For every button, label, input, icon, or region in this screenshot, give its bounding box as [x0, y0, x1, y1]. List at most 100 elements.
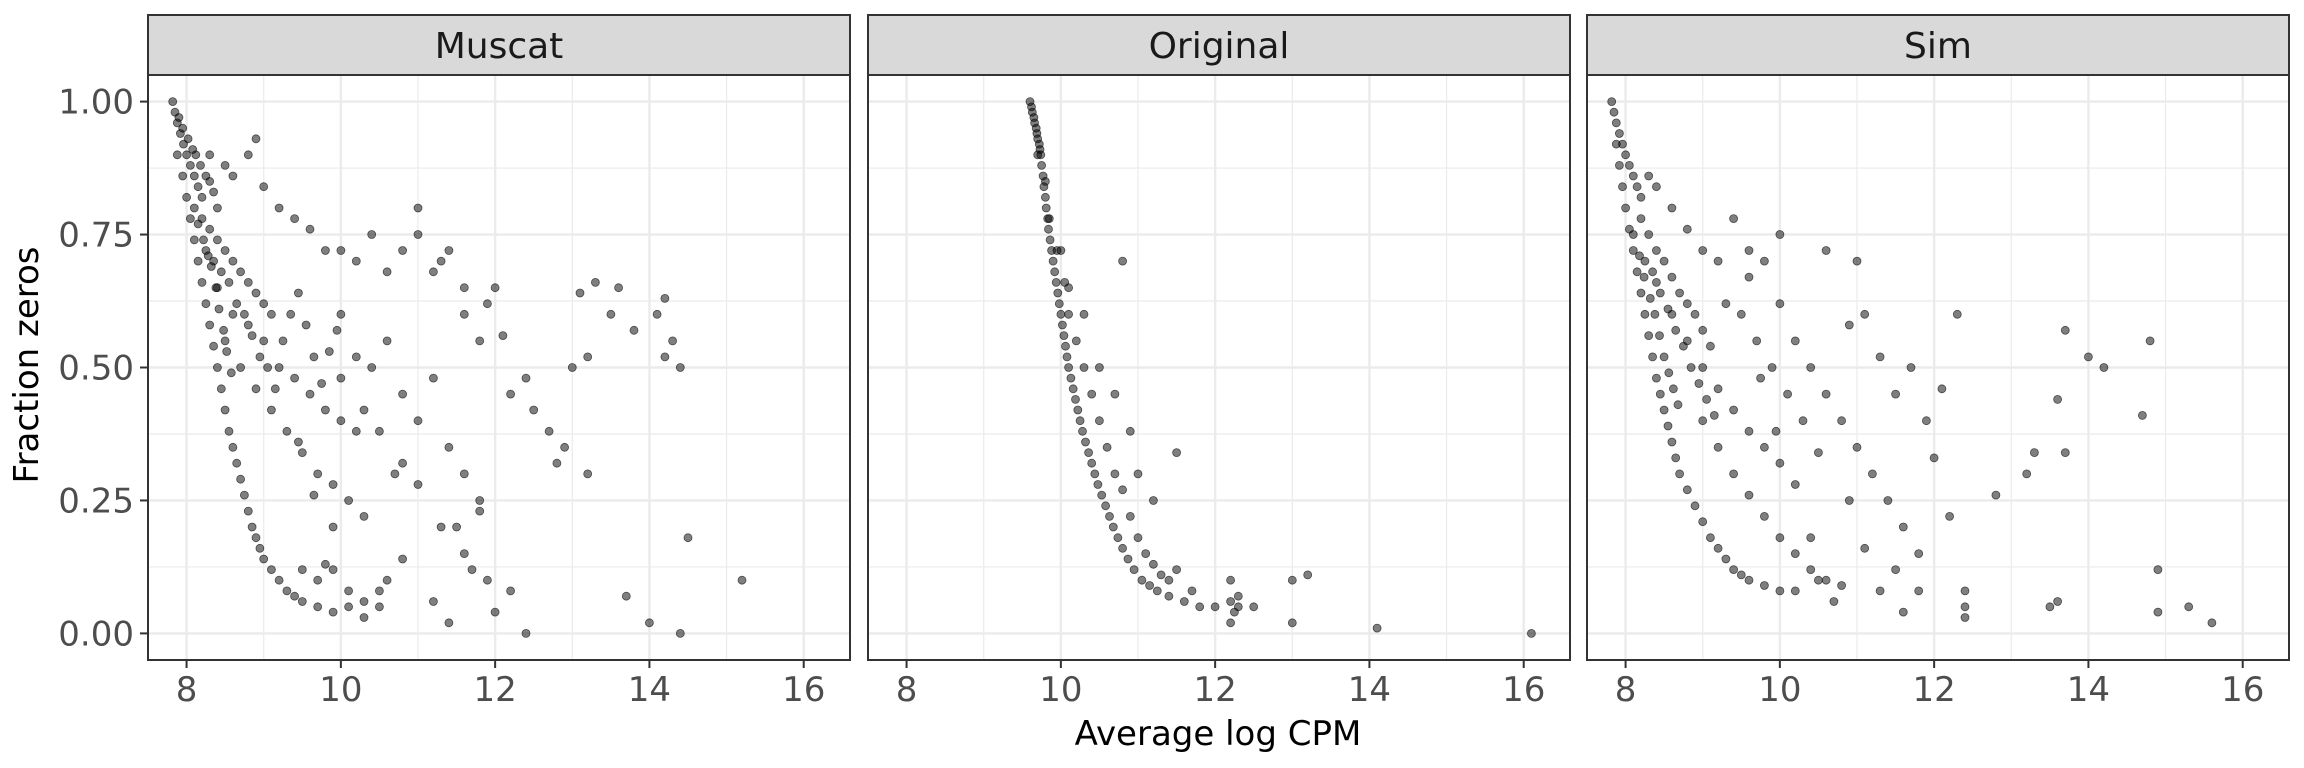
data-point — [1790, 549, 1800, 558]
data-point — [336, 373, 346, 383]
data-point — [382, 575, 392, 585]
data-point — [236, 474, 246, 484]
data-point — [168, 97, 178, 106]
data-point — [1041, 203, 1051, 213]
data-point — [293, 288, 303, 298]
data-point — [1952, 309, 1962, 319]
data-point — [232, 458, 242, 468]
data-point — [1713, 256, 1723, 266]
gridlines — [1587, 75, 2289, 660]
data-point — [278, 336, 288, 346]
data-point — [1806, 363, 1816, 372]
data-point — [282, 586, 292, 596]
data-point — [1775, 230, 1785, 239]
data-point — [1671, 325, 1681, 335]
data-point — [259, 299, 269, 309]
data-point — [1149, 559, 1158, 569]
data-point — [1667, 437, 1677, 447]
data-point — [220, 246, 230, 255]
data-point — [1721, 554, 1731, 564]
data-point — [1760, 256, 1769, 266]
data-point — [2153, 607, 2163, 617]
data-point — [1667, 203, 1677, 213]
data-point — [1125, 426, 1135, 436]
y-tick-label: 0.75 — [58, 216, 134, 256]
data-point — [1372, 623, 1382, 633]
data-point — [1071, 394, 1080, 404]
data-point — [328, 522, 338, 532]
data-point — [1644, 171, 1654, 181]
data-point — [1172, 448, 1181, 458]
data-point — [1079, 363, 1089, 372]
data-point — [1635, 251, 1644, 261]
data-point — [320, 405, 330, 415]
data-point — [1615, 129, 1624, 138]
x-tick-label: 14 — [2067, 670, 2110, 710]
data-point — [683, 533, 693, 543]
data-point — [1682, 224, 1692, 234]
data-point — [1664, 368, 1674, 378]
gridlines — [868, 75, 1570, 660]
data-point — [1632, 267, 1642, 277]
data-point — [274, 363, 284, 372]
data-point — [1118, 256, 1127, 266]
data-point — [1937, 384, 1947, 394]
data-point — [1756, 373, 1765, 383]
x-tick-label: 16 — [782, 670, 825, 710]
data-point — [1609, 107, 1619, 117]
data-point — [1713, 543, 1723, 553]
gridlines — [148, 75, 850, 660]
x-tick-label: 10 — [1039, 670, 1082, 710]
data-point — [359, 405, 369, 415]
data-point — [1806, 533, 1816, 543]
data-point — [1652, 373, 1661, 383]
data-point — [263, 363, 273, 372]
data-point — [367, 363, 377, 372]
data-point — [1860, 543, 1870, 553]
data-point — [274, 203, 284, 213]
data-point — [1125, 512, 1135, 521]
data-point — [255, 352, 265, 362]
data-point — [1123, 554, 1133, 564]
data-point — [1690, 501, 1700, 511]
data-point — [232, 299, 242, 309]
data-point — [236, 267, 246, 277]
data-point — [313, 469, 323, 479]
data-point — [374, 602, 384, 612]
data-point — [1095, 416, 1104, 426]
data-point — [1102, 442, 1112, 452]
data-point — [220, 336, 230, 346]
data-point — [413, 416, 423, 426]
data-point — [259, 554, 269, 564]
data-point — [1607, 97, 1617, 106]
data-point — [1639, 272, 1649, 282]
data-point — [1709, 410, 1719, 420]
data-point — [575, 288, 585, 298]
data-point — [1093, 480, 1103, 489]
data-point — [1179, 597, 1189, 606]
data-point — [1771, 426, 1781, 436]
y-tick-label: 0.00 — [58, 614, 134, 654]
data-point — [1101, 501, 1110, 511]
data-point — [1095, 363, 1104, 372]
data-point — [2137, 410, 2147, 420]
data-point — [1659, 256, 1669, 266]
data-point — [351, 426, 361, 436]
data-point — [216, 384, 226, 394]
data-point — [239, 490, 249, 500]
data-point — [222, 347, 232, 356]
data-point — [290, 591, 300, 601]
data-point — [1037, 160, 1046, 170]
data-point — [305, 224, 315, 234]
x-tick-label: 16 — [1502, 670, 1545, 710]
data-point — [2145, 336, 2155, 346]
data-point — [228, 442, 238, 452]
data-point — [286, 309, 296, 319]
data-point — [1064, 309, 1073, 319]
data-point — [1090, 469, 1100, 479]
data-point — [226, 368, 236, 378]
data-point — [428, 597, 438, 606]
data-point — [212, 235, 222, 245]
data-point — [1636, 288, 1646, 298]
panel-original: Original — [867, 14, 1571, 661]
